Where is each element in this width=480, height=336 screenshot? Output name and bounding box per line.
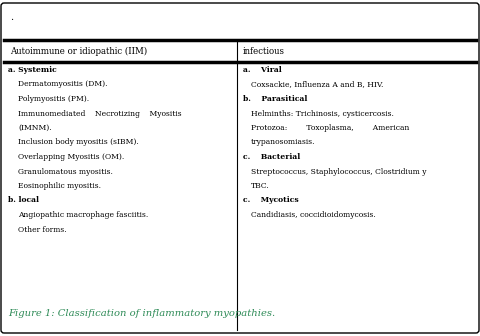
Text: b. local: b. local — [8, 197, 39, 205]
Text: Polymyositis (PM).: Polymyositis (PM). — [18, 95, 89, 103]
Text: Coxsackie, Influenza A and B, HIV.: Coxsackie, Influenza A and B, HIV. — [251, 81, 384, 88]
Text: Overlapping Myositis (OM).: Overlapping Myositis (OM). — [18, 153, 124, 161]
Text: trypanosomiasis.: trypanosomiasis. — [251, 138, 315, 146]
Text: Candidiasis, coccidioidomycosis.: Candidiasis, coccidioidomycosis. — [251, 211, 376, 219]
Text: Figure 1: Classification of inflammatory myopathies.: Figure 1: Classification of inflammatory… — [8, 309, 275, 319]
Text: Granulomatous myositis.: Granulomatous myositis. — [18, 168, 113, 175]
Text: Helminths: Trichinosis, cysticercosis.: Helminths: Trichinosis, cysticercosis. — [251, 110, 394, 118]
Text: (IMNM).: (IMNM). — [18, 124, 52, 132]
Text: a.    Viral: a. Viral — [243, 66, 282, 74]
Text: Inclusion body myositis (sIBM).: Inclusion body myositis (sIBM). — [18, 138, 139, 146]
Text: b.    Parasitical: b. Parasitical — [243, 95, 307, 103]
Text: .: . — [10, 13, 13, 23]
FancyBboxPatch shape — [1, 3, 479, 333]
Text: Other forms.: Other forms. — [18, 225, 67, 234]
Text: Protozoa:        Toxoplasma,        American: Protozoa: Toxoplasma, American — [251, 124, 409, 132]
Text: Angiopathic macrophage fasciitis.: Angiopathic macrophage fasciitis. — [18, 211, 148, 219]
Text: TBC.: TBC. — [251, 182, 270, 190]
Text: c.    Mycotics: c. Mycotics — [243, 197, 299, 205]
Text: Eosinophilic myositis.: Eosinophilic myositis. — [18, 182, 101, 190]
Text: Streptococcus, Staphylococcus, Clostridium y: Streptococcus, Staphylococcus, Clostridi… — [251, 168, 427, 175]
Text: c.    Bacterial: c. Bacterial — [243, 153, 300, 161]
Text: a. Systemic: a. Systemic — [8, 66, 57, 74]
Text: infectious: infectious — [243, 46, 285, 55]
Text: Immunomediated    Necrotizing    Myositis: Immunomediated Necrotizing Myositis — [18, 110, 181, 118]
Text: Autoimmune or idiopathic (IIM): Autoimmune or idiopathic (IIM) — [10, 46, 147, 55]
Text: Dermatomyositis (DM).: Dermatomyositis (DM). — [18, 81, 108, 88]
